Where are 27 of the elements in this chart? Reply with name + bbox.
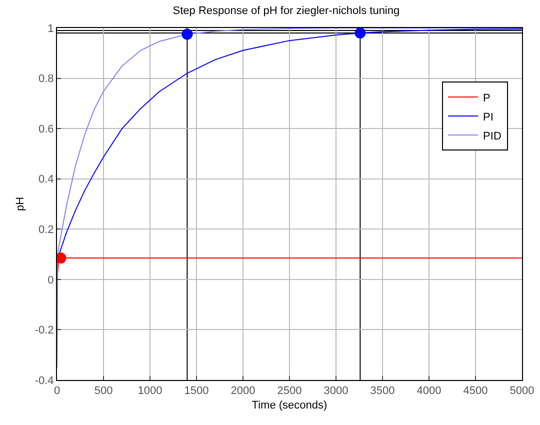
point	[182, 28, 193, 40]
y-tick-label: 0.8	[38, 73, 54, 86]
x-tick-label: 2500	[277, 385, 302, 398]
x-tick-label: 2000	[230, 385, 256, 398]
y-tick-label: -0.2	[34, 324, 54, 337]
legend-label: PI	[483, 111, 494, 124]
x-tick-label: 3500	[370, 385, 395, 398]
y-tick-label: 1	[48, 22, 54, 35]
x-tick-label: 4000	[416, 385, 442, 398]
legend-label: PID	[483, 130, 502, 142]
legend-label: P	[483, 92, 490, 104]
x-tick-label: 1000	[138, 385, 162, 398]
y-tick-label: 0.6	[38, 123, 54, 136]
y-tick-label: -0.4	[34, 374, 54, 387]
x-tick-label: 5000	[510, 385, 534, 398]
y-tick-label: 0	[48, 274, 54, 286]
x-tick-label: 500	[94, 385, 113, 398]
x-tick-label: 4500	[463, 385, 488, 398]
point	[57, 252, 66, 264]
y-tick-label: 0.2	[38, 224, 54, 236]
x-axis-title: Time (seconds)	[252, 399, 328, 412]
point	[354, 28, 366, 39]
x-tick-label: 1500	[184, 385, 209, 398]
y-axis-title: pH	[14, 196, 26, 212]
x-tick-label: 3000	[324, 385, 348, 398]
chart-title: Step Response of pH for ziegler-nichols tuning	[172, 5, 400, 18]
y-tick-label: 0.4	[38, 174, 54, 186]
